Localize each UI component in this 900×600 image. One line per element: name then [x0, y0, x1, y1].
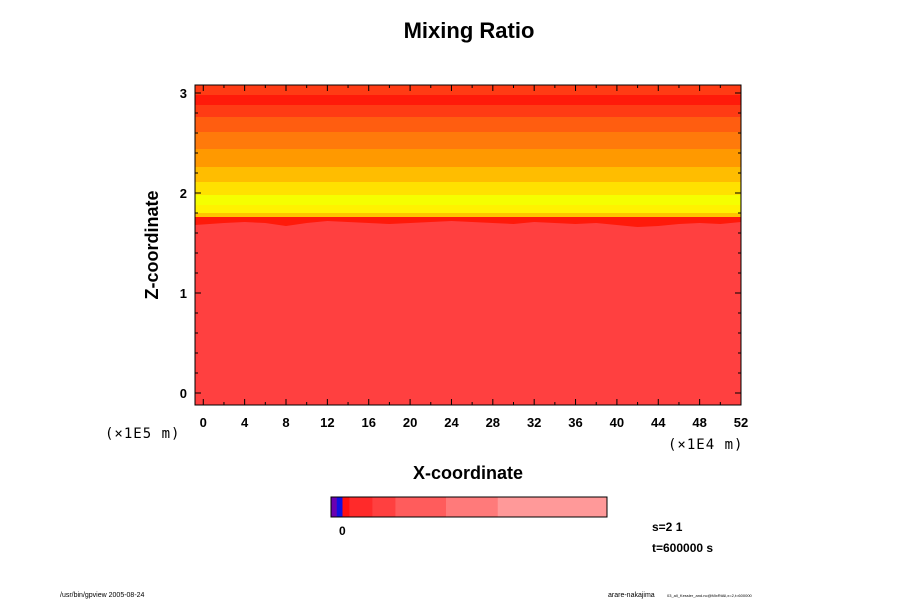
field-band-4 — [195, 132, 741, 150]
s-label: s=2 1 — [652, 520, 683, 534]
colorbar-segment-5 — [395, 497, 447, 517]
x-tick-label-8: 32 — [527, 415, 541, 430]
x-tick-label-7: 28 — [486, 415, 500, 430]
x-tick-label-10: 40 — [610, 415, 624, 430]
y-tick-label-1: 1 — [180, 286, 187, 301]
colorbar-segment-1 — [336, 497, 343, 517]
colorbar-frame — [330, 496, 608, 518]
x-tick-label-12: 48 — [692, 415, 706, 430]
field-band-3 — [195, 117, 741, 133]
x-tick-label-11: 44 — [651, 415, 666, 430]
footer-left: /usr/bin/gpview 2005-08-24 — [60, 592, 145, 599]
x-tick-label-5: 20 — [403, 415, 417, 430]
t-label: t=600000 s — [652, 541, 713, 555]
y-tick-label-3: 3 — [180, 86, 187, 101]
field-band-10 — [195, 213, 741, 220]
y-tick-label-0: 0 — [180, 386, 187, 401]
field-band-9 — [195, 205, 741, 214]
colorbar-segment-6 — [446, 497, 499, 517]
y-unit-label: (×1E5 m) — [105, 426, 180, 442]
x-tick-label-4: 16 — [361, 415, 375, 430]
plot-frame — [194, 84, 742, 406]
field-band-7 — [195, 182, 741, 196]
footer-right-sub: 03_all_Kessler_and.nc@MixRtAll,x=2,t=600… — [667, 593, 753, 598]
chart-title: Mixing Ratio — [404, 18, 535, 43]
colorbar-zero-label: 0 — [339, 524, 346, 538]
x-tick-label-9: 36 — [568, 415, 582, 430]
colorbar-segment-4 — [372, 497, 396, 517]
y-tick-label-2: 2 — [180, 186, 187, 201]
interface-layer — [195, 217, 741, 227]
colorbar-segment-0 — [331, 497, 338, 517]
field-band-0 — [195, 85, 741, 96]
colorbar-segment-2 — [342, 497, 350, 517]
x-tick-label-6: 24 — [444, 415, 459, 430]
y-axis-label: Z-coordinate — [142, 190, 162, 299]
x-tick-label-2: 8 — [282, 415, 289, 430]
x-tick-label-0: 0 — [200, 415, 207, 430]
x-axis-label: X-coordinate — [413, 463, 523, 483]
plot-area — [195, 85, 741, 405]
colorbar — [331, 497, 608, 517]
x-unit-label: (×1E4 m) — [668, 437, 743, 453]
x-tick-label-3: 12 — [320, 415, 334, 430]
field-band-5 — [195, 149, 741, 168]
field-band-8 — [195, 195, 741, 206]
x-tick-label-1: 4 — [241, 415, 249, 430]
colorbar-segment-3 — [349, 497, 373, 517]
field-band-2 — [195, 105, 741, 118]
field-band-1 — [195, 95, 741, 106]
field-band-6 — [195, 167, 741, 183]
x-tick-label-13: 52 — [734, 415, 748, 430]
colorbar-segment-7 — [497, 497, 608, 517]
footer-right-main: arare-nakajima — [608, 592, 655, 599]
